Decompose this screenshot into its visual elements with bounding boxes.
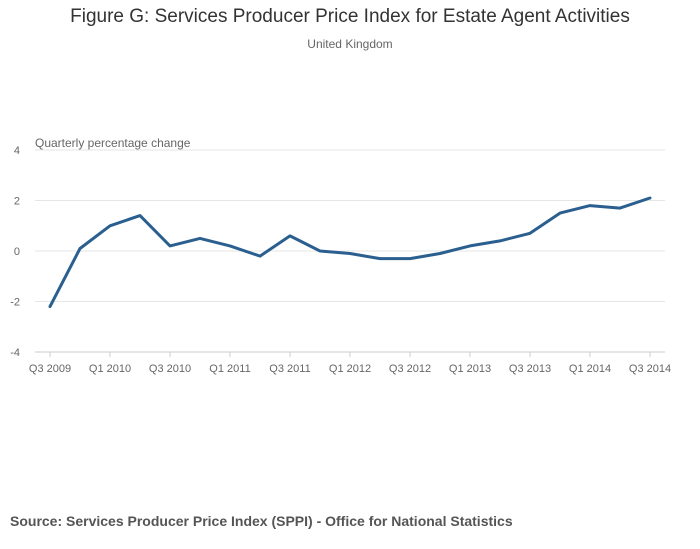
x-axis (35, 351, 665, 357)
x-tick-label: Q1 2011 (209, 363, 250, 375)
y-axis: 4 2 0 -2 -4 (10, 145, 20, 359)
series-layer (48, 196, 652, 309)
x-tick-label: Q3 2009 (29, 363, 71, 375)
x-axis-labels: Q3 2009 Q1 2010 Q3 2010 Q1 2011 Q3 2011 Q1 20… (29, 363, 671, 375)
y-tick-label: -2 (10, 297, 20, 309)
chart-subtitle: United Kingdom (307, 37, 393, 51)
x-tick-label: Q3 2013 (509, 363, 551, 375)
x-tick-label: Q3 2010 (149, 363, 191, 375)
x-tick-label: Q3 2012 (389, 363, 431, 375)
gridlines (35, 149, 665, 302)
x-tick-label: Q1 2014 (569, 363, 611, 375)
x-tick-label: Q1 2010 (89, 363, 131, 375)
x-tick-label: Q3 2011 (269, 363, 310, 375)
y-tick-label: 4 (14, 145, 20, 157)
y-tick-label: -4 (10, 347, 20, 359)
series-line (48, 196, 652, 309)
y-axis-label: Quarterly percentage change (35, 136, 191, 150)
x-tick-label: Q1 2012 (329, 363, 371, 375)
x-tick-label: Q1 2013 (449, 363, 491, 375)
x-tick-label: Q3 2014 (629, 363, 671, 375)
chart-title: Figure G: Services Producer Price Index … (70, 6, 630, 27)
source-note: Source: Services Producer Price Index (S… (10, 513, 513, 529)
y-tick-label: 0 (14, 246, 20, 258)
y-tick-label: 2 (14, 196, 20, 208)
